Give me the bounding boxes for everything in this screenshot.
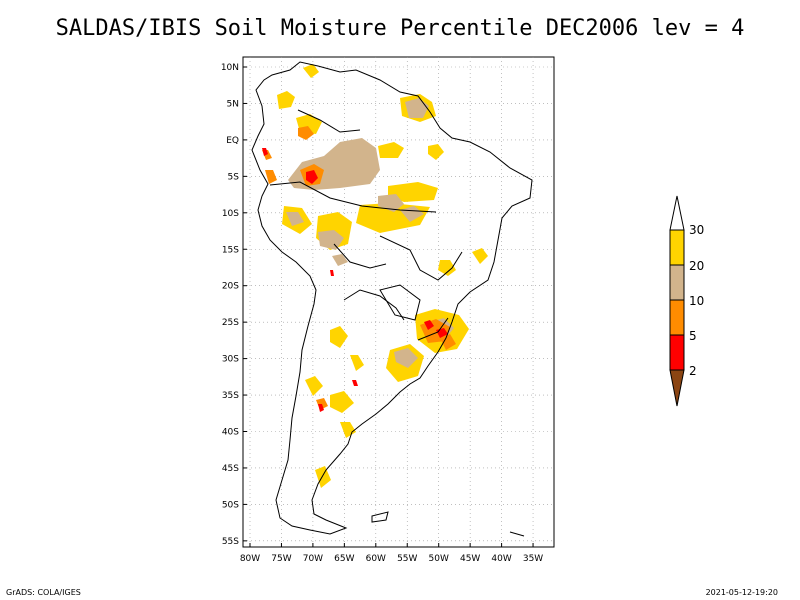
map-title: SALDAS/IBIS Soil Moisture Percentile DEC… bbox=[55, 16, 745, 41]
lon-tick-label: 65W bbox=[334, 554, 354, 564]
legend-label-30: 30 bbox=[689, 223, 704, 237]
lat-tick-label: 20S bbox=[222, 282, 239, 292]
grads-credit: GrADS: COLA/IGES bbox=[6, 588, 81, 597]
legend-label-2: 2 bbox=[689, 364, 697, 378]
lon-tick-label: 80W bbox=[240, 554, 260, 564]
graticule bbox=[243, 57, 554, 547]
map-frame bbox=[242, 56, 555, 548]
lat-tick-label: 35S bbox=[222, 391, 239, 401]
lat-tick-label: 55S bbox=[222, 537, 239, 547]
legend-2-5 bbox=[669, 334, 685, 371]
lat-tick-label: 45S bbox=[222, 464, 239, 474]
lon-tick-label: 60W bbox=[366, 554, 386, 564]
lat-tick-label: 5N bbox=[227, 99, 239, 109]
lon-tick-label: 45W bbox=[460, 554, 480, 564]
legend-below-2 bbox=[669, 369, 685, 407]
legend-20-30 bbox=[669, 229, 685, 266]
lat-tick-label: 15S bbox=[222, 245, 239, 255]
lat-tick-label: 50S bbox=[222, 500, 239, 510]
legend-above-30 bbox=[669, 195, 685, 231]
timestamp: 2021-05-12-19:20 bbox=[705, 588, 778, 597]
legend-10-20 bbox=[669, 264, 685, 301]
lon-tick-label: 35W bbox=[523, 554, 543, 564]
lon-tick-label: 40W bbox=[491, 554, 511, 564]
lat-tick-label: 25S bbox=[222, 318, 239, 328]
legend-label-20: 20 bbox=[689, 259, 704, 273]
lon-tick-label: 70W bbox=[303, 554, 323, 564]
lat-tick-label: 5S bbox=[228, 172, 240, 182]
percentile-shading bbox=[262, 64, 488, 488]
lon-tick-label: 50W bbox=[429, 554, 449, 564]
legend-label-5: 5 bbox=[689, 329, 697, 343]
lat-tick-label: EQ bbox=[226, 136, 239, 146]
lat-tick-label: 10N bbox=[221, 63, 239, 73]
legend-label-10: 10 bbox=[689, 294, 704, 308]
lon-tick-label: 55W bbox=[397, 554, 417, 564]
legend-colorbar: 30 20 10 5 2 bbox=[669, 195, 704, 407]
latitude-labels: 10N 5N EQ 5S 10S 15S 20S 25S 30S 35S 40S 45S 50S 55S bbox=[221, 63, 247, 547]
longitude-labels: 80W 75W 70W 65W 60W 55W 50W 45W 40W 35W bbox=[240, 543, 543, 564]
lat-tick-label: 40S bbox=[222, 428, 239, 438]
lon-tick-label: 75W bbox=[271, 554, 291, 564]
lat-tick-label: 10S bbox=[222, 209, 239, 219]
lat-tick-label: 30S bbox=[222, 355, 239, 365]
coastline bbox=[251, 61, 533, 537]
legend-5-10 bbox=[669, 299, 685, 336]
